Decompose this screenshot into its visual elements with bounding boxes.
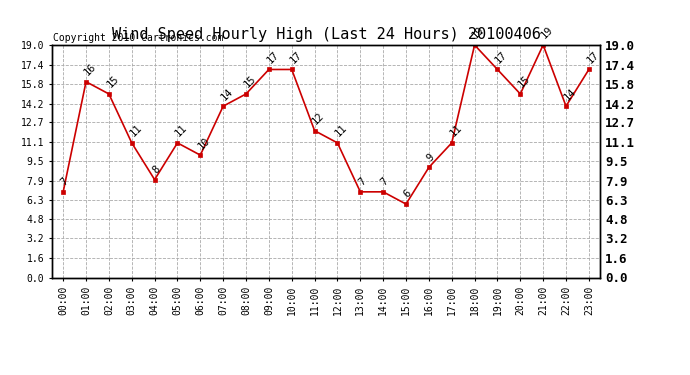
Text: 17: 17	[288, 50, 304, 65]
Text: 16: 16	[82, 62, 98, 78]
Text: 7: 7	[59, 176, 70, 188]
Title: Wind Speed Hourly High (Last 24 Hours) 20100406: Wind Speed Hourly High (Last 24 Hours) 2…	[112, 27, 540, 42]
Text: 12: 12	[310, 111, 326, 126]
Text: 11: 11	[128, 123, 144, 139]
Text: 17: 17	[584, 50, 600, 65]
Text: 9: 9	[425, 152, 436, 163]
Text: 17: 17	[493, 50, 509, 65]
Text: 14: 14	[219, 86, 235, 102]
Text: 6: 6	[402, 188, 413, 200]
Text: 11: 11	[448, 123, 464, 139]
Text: 11: 11	[333, 123, 349, 139]
Text: 19: 19	[471, 25, 486, 41]
Text: 17: 17	[265, 50, 281, 65]
Text: 8: 8	[150, 164, 162, 176]
Text: 7: 7	[356, 176, 368, 188]
Text: 15: 15	[105, 74, 121, 90]
Text: 7: 7	[379, 176, 391, 188]
Text: 14: 14	[562, 86, 578, 102]
Text: 15: 15	[516, 74, 532, 90]
Text: Copyright 2010 Cartronics.com: Copyright 2010 Cartronics.com	[53, 33, 224, 43]
Text: 19: 19	[539, 25, 555, 41]
Text: 15: 15	[242, 74, 258, 90]
Text: 10: 10	[196, 135, 212, 151]
Text: 11: 11	[173, 123, 189, 139]
